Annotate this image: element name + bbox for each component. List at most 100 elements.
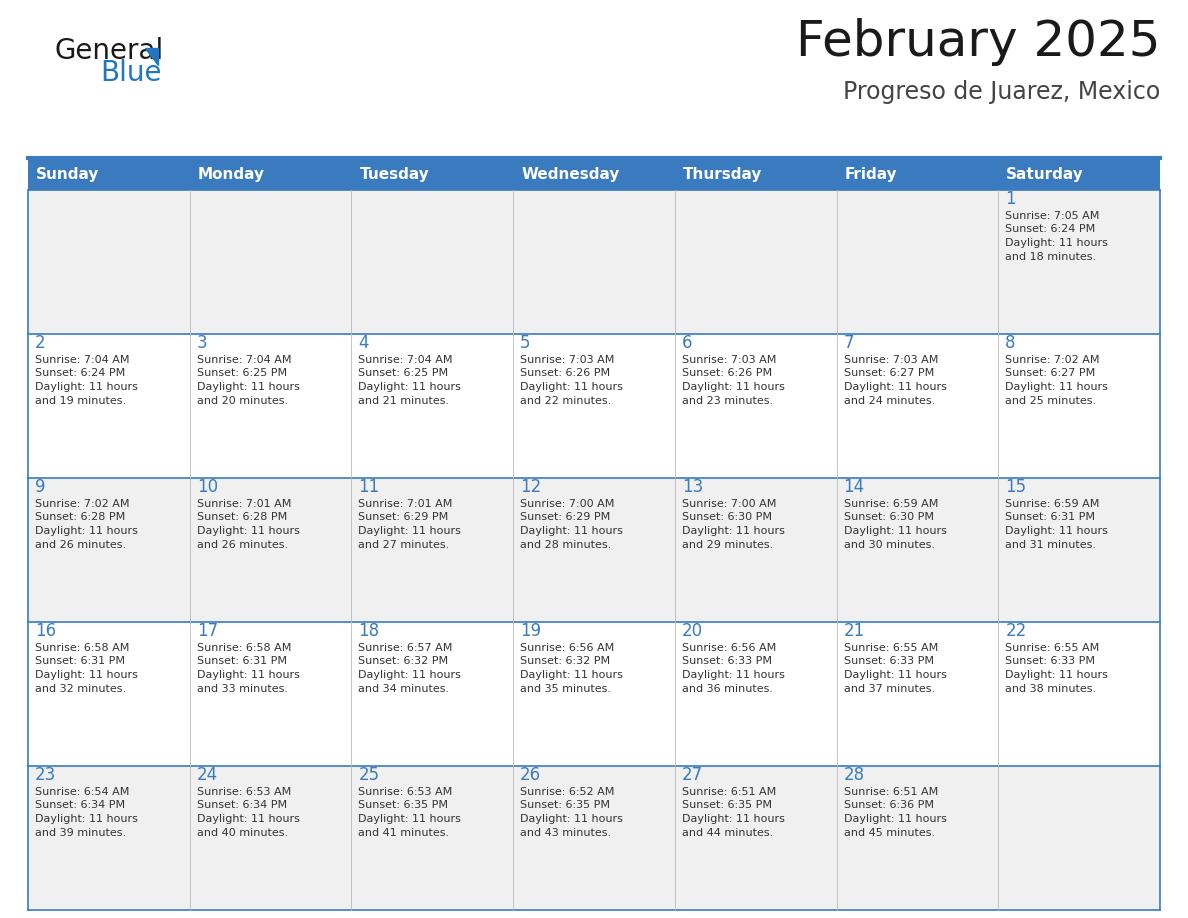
Text: and 25 minutes.: and 25 minutes.: [1005, 396, 1097, 406]
Text: and 43 minutes.: and 43 minutes.: [520, 827, 612, 837]
Text: Sunrise: 6:55 AM: Sunrise: 6:55 AM: [843, 643, 937, 653]
Text: and 37 minutes.: and 37 minutes.: [843, 684, 935, 693]
Text: 25: 25: [359, 766, 379, 784]
Text: 24: 24: [197, 766, 217, 784]
Text: and 22 minutes.: and 22 minutes.: [520, 396, 612, 406]
Text: 12: 12: [520, 478, 542, 496]
Text: Sunset: 6:26 PM: Sunset: 6:26 PM: [520, 368, 611, 378]
Text: Sunrise: 6:58 AM: Sunrise: 6:58 AM: [197, 643, 291, 653]
Text: Daylight: 11 hours: Daylight: 11 hours: [682, 670, 785, 680]
Text: 15: 15: [1005, 478, 1026, 496]
Text: Daylight: 11 hours: Daylight: 11 hours: [520, 814, 623, 824]
Text: 7: 7: [843, 334, 854, 352]
Text: Sunset: 6:26 PM: Sunset: 6:26 PM: [682, 368, 772, 378]
Text: Sunrise: 6:52 AM: Sunrise: 6:52 AM: [520, 787, 614, 797]
Text: Sunrise: 7:02 AM: Sunrise: 7:02 AM: [34, 499, 129, 509]
Text: 6: 6: [682, 334, 693, 352]
Text: Sunset: 6:36 PM: Sunset: 6:36 PM: [843, 800, 934, 811]
Text: Sunset: 6:31 PM: Sunset: 6:31 PM: [197, 656, 286, 666]
Text: Sunrise: 7:05 AM: Sunrise: 7:05 AM: [1005, 211, 1100, 221]
Text: Daylight: 11 hours: Daylight: 11 hours: [843, 526, 947, 536]
Bar: [29, 158, 1159, 190]
Text: 26: 26: [520, 766, 542, 784]
Text: Daylight: 11 hours: Daylight: 11 hours: [682, 382, 785, 392]
Text: and 36 minutes.: and 36 minutes.: [682, 684, 773, 693]
Text: and 33 minutes.: and 33 minutes.: [197, 684, 287, 693]
Text: Daylight: 11 hours: Daylight: 11 hours: [1005, 670, 1108, 680]
Text: Sunrise: 6:58 AM: Sunrise: 6:58 AM: [34, 643, 129, 653]
Text: 27: 27: [682, 766, 703, 784]
Text: Sunset: 6:24 PM: Sunset: 6:24 PM: [34, 368, 125, 378]
Text: Daylight: 11 hours: Daylight: 11 hours: [520, 526, 623, 536]
Text: Sunset: 6:25 PM: Sunset: 6:25 PM: [359, 368, 449, 378]
Text: Daylight: 11 hours: Daylight: 11 hours: [359, 670, 461, 680]
Text: Sunset: 6:35 PM: Sunset: 6:35 PM: [520, 800, 611, 811]
Text: 4: 4: [359, 334, 369, 352]
Text: 14: 14: [843, 478, 865, 496]
Text: Sunrise: 7:04 AM: Sunrise: 7:04 AM: [34, 355, 129, 365]
Text: Sunset: 6:31 PM: Sunset: 6:31 PM: [1005, 512, 1095, 522]
Text: Daylight: 11 hours: Daylight: 11 hours: [843, 814, 947, 824]
Text: Daylight: 11 hours: Daylight: 11 hours: [1005, 382, 1108, 392]
Text: Sunrise: 6:55 AM: Sunrise: 6:55 AM: [1005, 643, 1100, 653]
Text: Daylight: 11 hours: Daylight: 11 hours: [843, 382, 947, 392]
Text: 13: 13: [682, 478, 703, 496]
Text: February 2025: February 2025: [796, 18, 1159, 66]
Text: and 45 minutes.: and 45 minutes.: [843, 827, 935, 837]
Text: Sunrise: 6:53 AM: Sunrise: 6:53 AM: [359, 787, 453, 797]
Text: and 32 minutes.: and 32 minutes.: [34, 684, 126, 693]
Text: and 44 minutes.: and 44 minutes.: [682, 827, 773, 837]
Text: Sunrise: 7:04 AM: Sunrise: 7:04 AM: [197, 355, 291, 365]
Text: Sunrise: 7:01 AM: Sunrise: 7:01 AM: [359, 499, 453, 509]
Text: Sunrise: 7:03 AM: Sunrise: 7:03 AM: [682, 355, 776, 365]
Text: 22: 22: [1005, 622, 1026, 640]
Text: and 35 minutes.: and 35 minutes.: [520, 684, 611, 693]
Text: Sunrise: 7:01 AM: Sunrise: 7:01 AM: [197, 499, 291, 509]
Text: and 40 minutes.: and 40 minutes.: [197, 827, 287, 837]
Text: and 19 minutes.: and 19 minutes.: [34, 396, 126, 406]
Text: Monday: Monday: [197, 166, 265, 182]
Text: Wednesday: Wednesday: [522, 166, 619, 182]
Text: Sunset: 6:31 PM: Sunset: 6:31 PM: [34, 656, 125, 666]
Text: Sunrise: 6:59 AM: Sunrise: 6:59 AM: [1005, 499, 1100, 509]
Text: Daylight: 11 hours: Daylight: 11 hours: [1005, 238, 1108, 248]
Text: Tuesday: Tuesday: [360, 166, 429, 182]
Text: and 23 minutes.: and 23 minutes.: [682, 396, 773, 406]
Text: Sunrise: 7:02 AM: Sunrise: 7:02 AM: [1005, 355, 1100, 365]
Text: Daylight: 11 hours: Daylight: 11 hours: [34, 814, 138, 824]
Text: and 21 minutes.: and 21 minutes.: [359, 396, 449, 406]
Text: Sunset: 6:32 PM: Sunset: 6:32 PM: [359, 656, 449, 666]
Text: Sunset: 6:33 PM: Sunset: 6:33 PM: [682, 656, 772, 666]
Text: 5: 5: [520, 334, 531, 352]
Text: Sunrise: 6:59 AM: Sunrise: 6:59 AM: [843, 499, 939, 509]
Text: 19: 19: [520, 622, 542, 640]
Text: 1: 1: [1005, 190, 1016, 208]
Text: Daylight: 11 hours: Daylight: 11 hours: [197, 382, 299, 392]
Text: and 39 minutes.: and 39 minutes.: [34, 827, 126, 837]
Text: Sunset: 6:25 PM: Sunset: 6:25 PM: [197, 368, 286, 378]
Text: Daylight: 11 hours: Daylight: 11 hours: [520, 670, 623, 680]
Text: Daylight: 11 hours: Daylight: 11 hours: [1005, 526, 1108, 536]
Text: and 34 minutes.: and 34 minutes.: [359, 684, 449, 693]
Text: Sunset: 6:28 PM: Sunset: 6:28 PM: [197, 512, 287, 522]
Text: 21: 21: [843, 622, 865, 640]
Text: Sunrise: 6:56 AM: Sunrise: 6:56 AM: [520, 643, 614, 653]
Text: Daylight: 11 hours: Daylight: 11 hours: [197, 670, 299, 680]
Text: Daylight: 11 hours: Daylight: 11 hours: [359, 814, 461, 824]
Text: and 26 minutes.: and 26 minutes.: [197, 540, 287, 550]
Text: Sunset: 6:32 PM: Sunset: 6:32 PM: [520, 656, 611, 666]
Text: Daylight: 11 hours: Daylight: 11 hours: [197, 814, 299, 824]
Text: and 38 minutes.: and 38 minutes.: [1005, 684, 1097, 693]
Text: Sunset: 6:30 PM: Sunset: 6:30 PM: [682, 512, 772, 522]
Text: Daylight: 11 hours: Daylight: 11 hours: [34, 526, 138, 536]
Text: Sunset: 6:28 PM: Sunset: 6:28 PM: [34, 512, 125, 522]
Text: Sunrise: 7:04 AM: Sunrise: 7:04 AM: [359, 355, 453, 365]
Bar: [29, 478, 1159, 622]
Text: Sunset: 6:34 PM: Sunset: 6:34 PM: [197, 800, 286, 811]
Text: Friday: Friday: [845, 166, 897, 182]
Text: Daylight: 11 hours: Daylight: 11 hours: [682, 814, 785, 824]
Text: and 41 minutes.: and 41 minutes.: [359, 827, 449, 837]
Bar: [29, 190, 1159, 334]
Text: and 31 minutes.: and 31 minutes.: [1005, 540, 1097, 550]
Text: 10: 10: [197, 478, 217, 496]
